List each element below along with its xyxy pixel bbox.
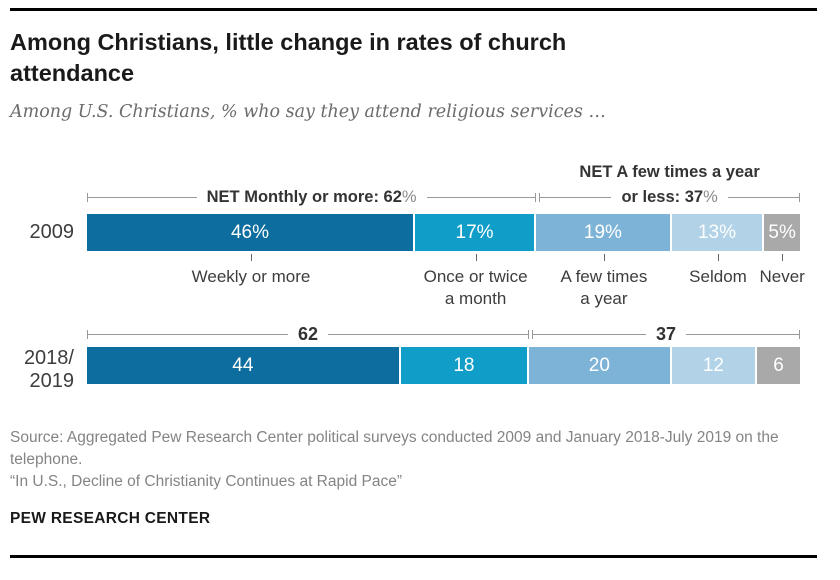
segment-2018-seldom: 12 (671, 347, 758, 385)
tick-never (782, 254, 784, 262)
source-note: Source: Aggregated Pew Research Center p… (10, 427, 790, 493)
net-monthly-2018-label: 62 (298, 323, 319, 344)
source-line-1: Source: Aggregated Pew Research Center p… (10, 429, 779, 469)
stacked-bar-chart: NET Monthly or more: 62% NET A few times… (10, 140, 817, 393)
bottom-rule (10, 555, 817, 559)
net-annotation-row-2009: NET Monthly or more: 62% NET A few times… (10, 140, 817, 214)
row-label-2009: 2009 (29, 221, 75, 244)
segment-2009-few-times-year: 19% (536, 214, 672, 252)
segment-2009-once-twice-month: 17% (414, 214, 537, 252)
bar-2009: 46% 17% 19% 13% 5% (87, 214, 800, 252)
row-label-2018: 2018/ 2019 (23, 347, 74, 393)
segment-2009-seldom: 13% (671, 214, 765, 252)
net-monthly-2009: NET Monthly or more: 62% (87, 186, 537, 208)
net-annotation-row-2018: 62 37 (10, 317, 817, 347)
category-label-never: Never (759, 267, 805, 287)
top-rule (10, 8, 817, 11)
footer: Source: Aggregated Pew Research Center p… (10, 427, 817, 559)
segment-2018-weekly: 44 (87, 347, 401, 385)
page-title: Among Christians, little change in rates… (10, 29, 567, 86)
brand-name: PEW RESEARCH CENTER (10, 510, 211, 528)
net-monthly-2009-label: NET Monthly or more: 62% (206, 187, 417, 206)
net-few-times-2009-label: or less: 37% (621, 187, 718, 206)
tick-weekly (250, 254, 252, 262)
category-label-weekly: Weekly or more (191, 267, 311, 287)
tick-once-twice-month (475, 254, 477, 262)
net-few-times-2018: 37 (529, 323, 800, 345)
segment-2018-once-twice-month: 18 (400, 347, 530, 385)
segment-2009-never: 5% (764, 214, 800, 252)
segment-2018-few-times-year: 20 (529, 347, 672, 385)
net-few-times-2009-bracket: or less: 37% (539, 186, 800, 208)
tick-few-times-year (603, 254, 605, 262)
category-label-once-twice-month: Once or twice a month (423, 267, 528, 309)
net-monthly-2009-bracket: NET Monthly or more: 62% (87, 186, 537, 208)
category-axis: Weekly or more Once or twice a month A fe… (10, 251, 817, 315)
net-monthly-2018: 62 (87, 323, 530, 345)
bar-row-2009: 2009 46% 17% 19% 13% 5% (10, 214, 817, 252)
net-monthly-2018-bracket: 62 (87, 323, 530, 345)
net-few-times-2009-line1: NET A few times a year (579, 163, 760, 182)
source-line-2: “In U.S., Decline of Christianity Contin… (10, 473, 402, 491)
net-few-times-2009: NET A few times a year or less: 37% (536, 163, 800, 208)
segment-2018-never: 6 (757, 347, 800, 385)
bar-2018: 44 18 20 12 6 (87, 347, 800, 385)
tick-seldom (718, 254, 719, 262)
segment-2009-weekly: 46% (87, 214, 415, 252)
category-label-few-times-year: A few times a year (560, 267, 648, 309)
net-few-times-2018-bracket: 37 (532, 323, 800, 345)
page-subtitle: Among U.S. Christians, % who say they at… (10, 102, 606, 123)
net-few-times-2018-label: 37 (656, 323, 677, 344)
category-label-seldom: Seldom (689, 267, 747, 287)
bar-row-2018: 2018/ 2019 44 18 20 12 6 (10, 347, 817, 393)
